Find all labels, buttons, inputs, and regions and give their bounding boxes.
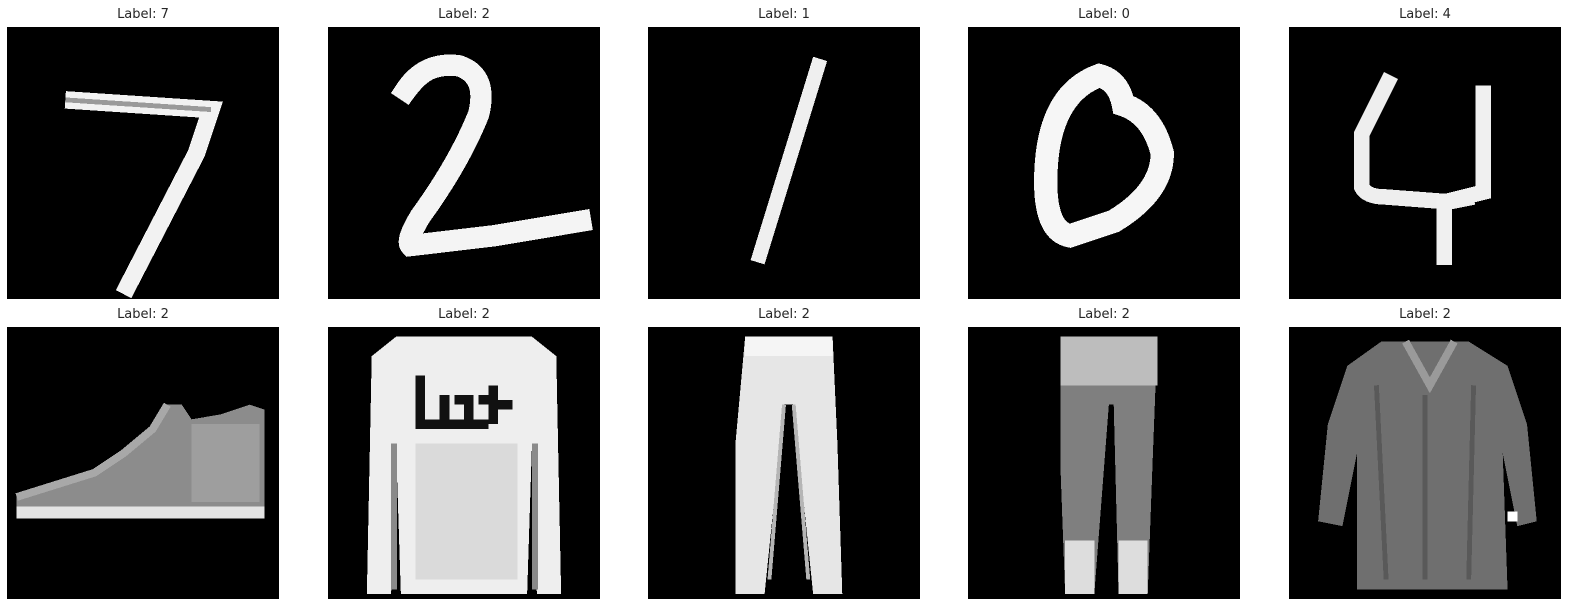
panel-title: Label: 7 <box>117 7 169 22</box>
pullover-icon <box>328 327 600 599</box>
digit-one-icon <box>648 27 920 299</box>
panel-title: Label: 2 <box>1399 307 1451 322</box>
panel-title: Label: 2 <box>117 307 169 322</box>
trouser-icon <box>968 327 1240 599</box>
panel-title: Label: 0 <box>1078 7 1130 22</box>
panel-title: Label: 4 <box>1399 7 1451 22</box>
panel-title: Label: 2 <box>758 307 810 322</box>
digit-seven-icon <box>7 27 279 299</box>
panel-title: Label: 2 <box>438 7 490 22</box>
ankle-boot-icon <box>7 327 279 599</box>
shirt-icon <box>1289 327 1561 599</box>
trouser-icon <box>648 327 920 599</box>
digit-four-icon <box>1289 27 1561 299</box>
panel-title: Label: 2 <box>438 307 490 322</box>
panel-title: Label: 1 <box>758 7 810 22</box>
digit-zero-icon <box>968 27 1240 299</box>
digit-two-icon <box>328 27 600 299</box>
panel-title: Label: 2 <box>1078 307 1130 322</box>
